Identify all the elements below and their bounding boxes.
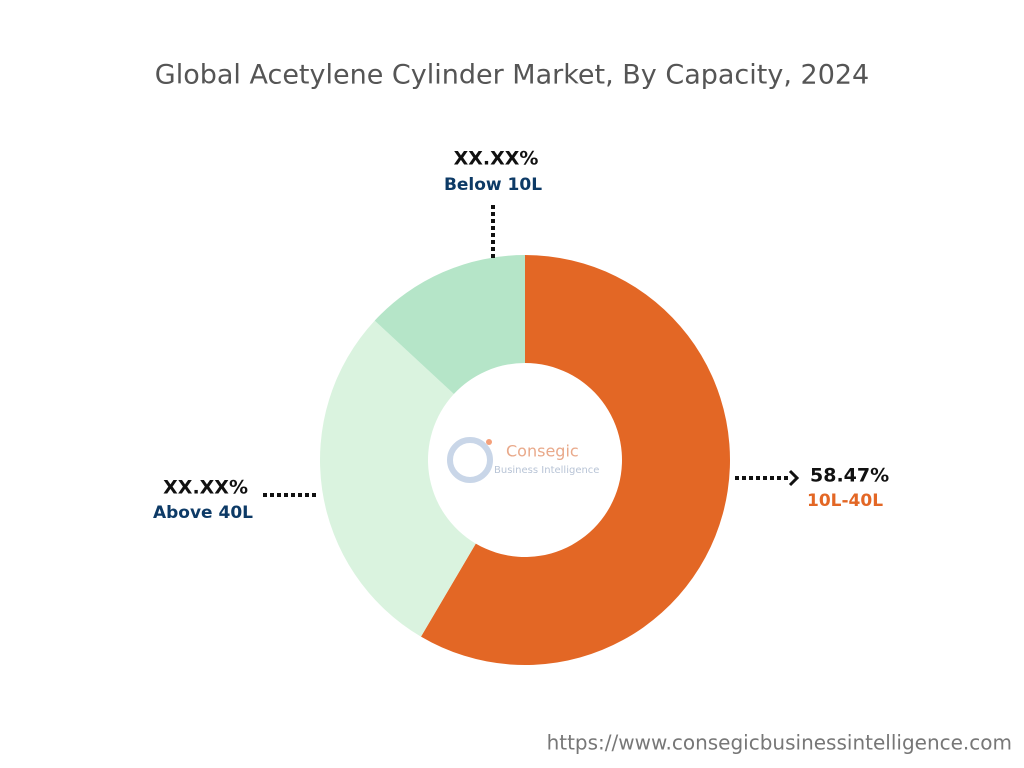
watermark: Consegic	[506, 442, 579, 461]
logo-ring	[447, 437, 493, 483]
donut-slice	[320, 320, 476, 637]
category-label: Above 40L	[153, 503, 253, 523]
chart-title: Global Acetylene Cylinder Market, By Cap…	[155, 60, 869, 91]
leader-arrow	[788, 469, 800, 487]
value-label: XX.XX%	[454, 148, 539, 170]
source-url: https://www.consegicbusinessintelligence…	[547, 731, 1012, 755]
value-label: 58.47%	[810, 465, 889, 487]
watermark: Business Intelligence	[494, 465, 599, 476]
value-label: XX.XX%	[163, 477, 248, 499]
category-label: Below 10L	[444, 175, 542, 195]
logo-dot	[486, 439, 492, 445]
donut-slice	[374, 255, 525, 395]
donut-slice	[420, 255, 731, 665]
category-label: 10L-40L	[807, 491, 883, 511]
